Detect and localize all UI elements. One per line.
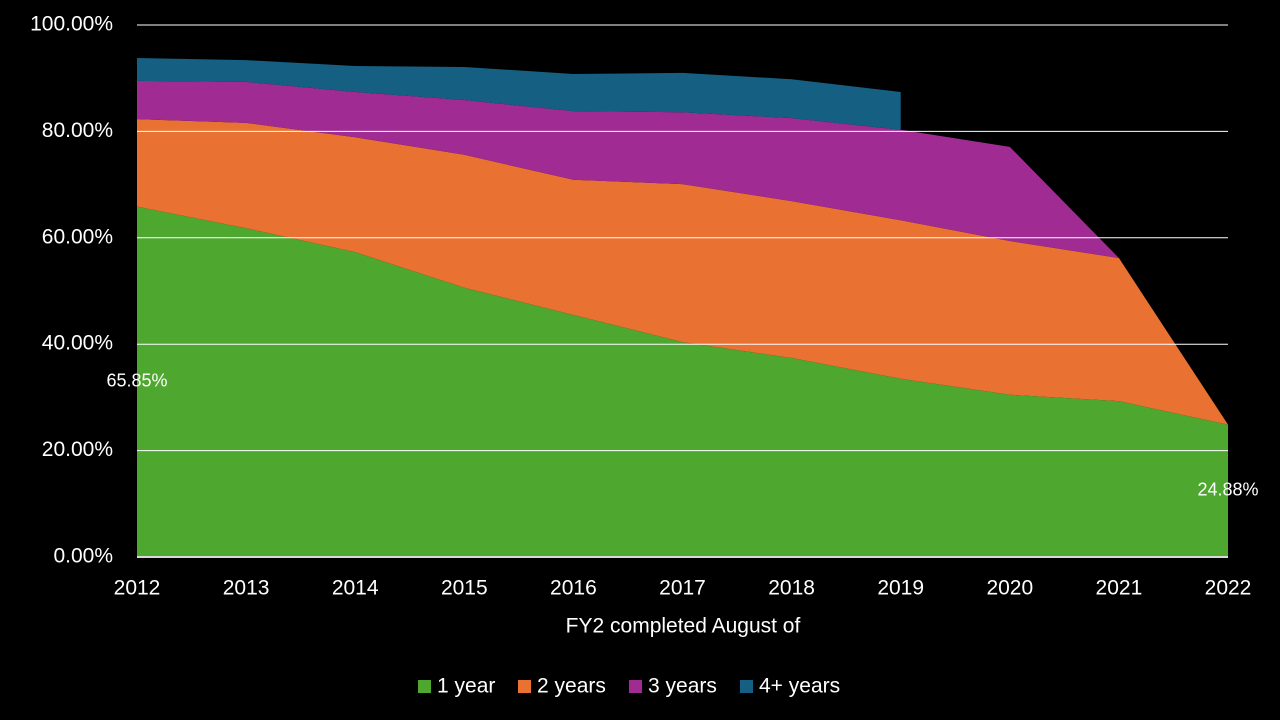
legend-swatch	[518, 680, 531, 693]
y-tick-label: 40.00%	[42, 332, 113, 355]
x-tick-label: 2018	[768, 577, 815, 600]
legend-swatch	[418, 680, 431, 693]
x-tick-label: 2014	[332, 577, 379, 600]
legend-label: 1 year	[437, 675, 495, 698]
x-tick-label: 2015	[441, 577, 488, 600]
y-tick-label: 60.00%	[42, 225, 113, 248]
value-label: 24.88%	[1197, 480, 1258, 500]
legend-swatch	[629, 680, 642, 693]
area	[137, 57, 901, 130]
x-tick-label: 2020	[986, 577, 1033, 600]
x-tick-label: 2012	[114, 577, 161, 600]
legend-label: 2 years	[537, 675, 606, 698]
x-axis-title: FY2 completed August of	[566, 615, 801, 638]
x-tick-label: 2017	[659, 577, 706, 600]
value-label: 65.85%	[106, 371, 167, 391]
x-tick-label: 2016	[550, 577, 597, 600]
y-tick-label: 0.00%	[53, 545, 113, 568]
area	[137, 119, 1228, 425]
area	[137, 80, 1228, 425]
x-tick-label: 2013	[223, 577, 270, 600]
legend-swatch	[740, 680, 753, 693]
x-tick-label: 2021	[1096, 577, 1143, 600]
legend-label: 4+ years	[759, 675, 840, 698]
legend-label: 3 years	[648, 675, 717, 698]
y-tick-label: 100.00%	[30, 13, 113, 36]
area	[137, 206, 1228, 558]
y-tick-label: 80.00%	[42, 119, 113, 142]
x-tick-label: 2019	[877, 577, 924, 600]
y-tick-label: 20.00%	[42, 438, 113, 461]
x-tick-label: 2022	[1205, 577, 1252, 600]
